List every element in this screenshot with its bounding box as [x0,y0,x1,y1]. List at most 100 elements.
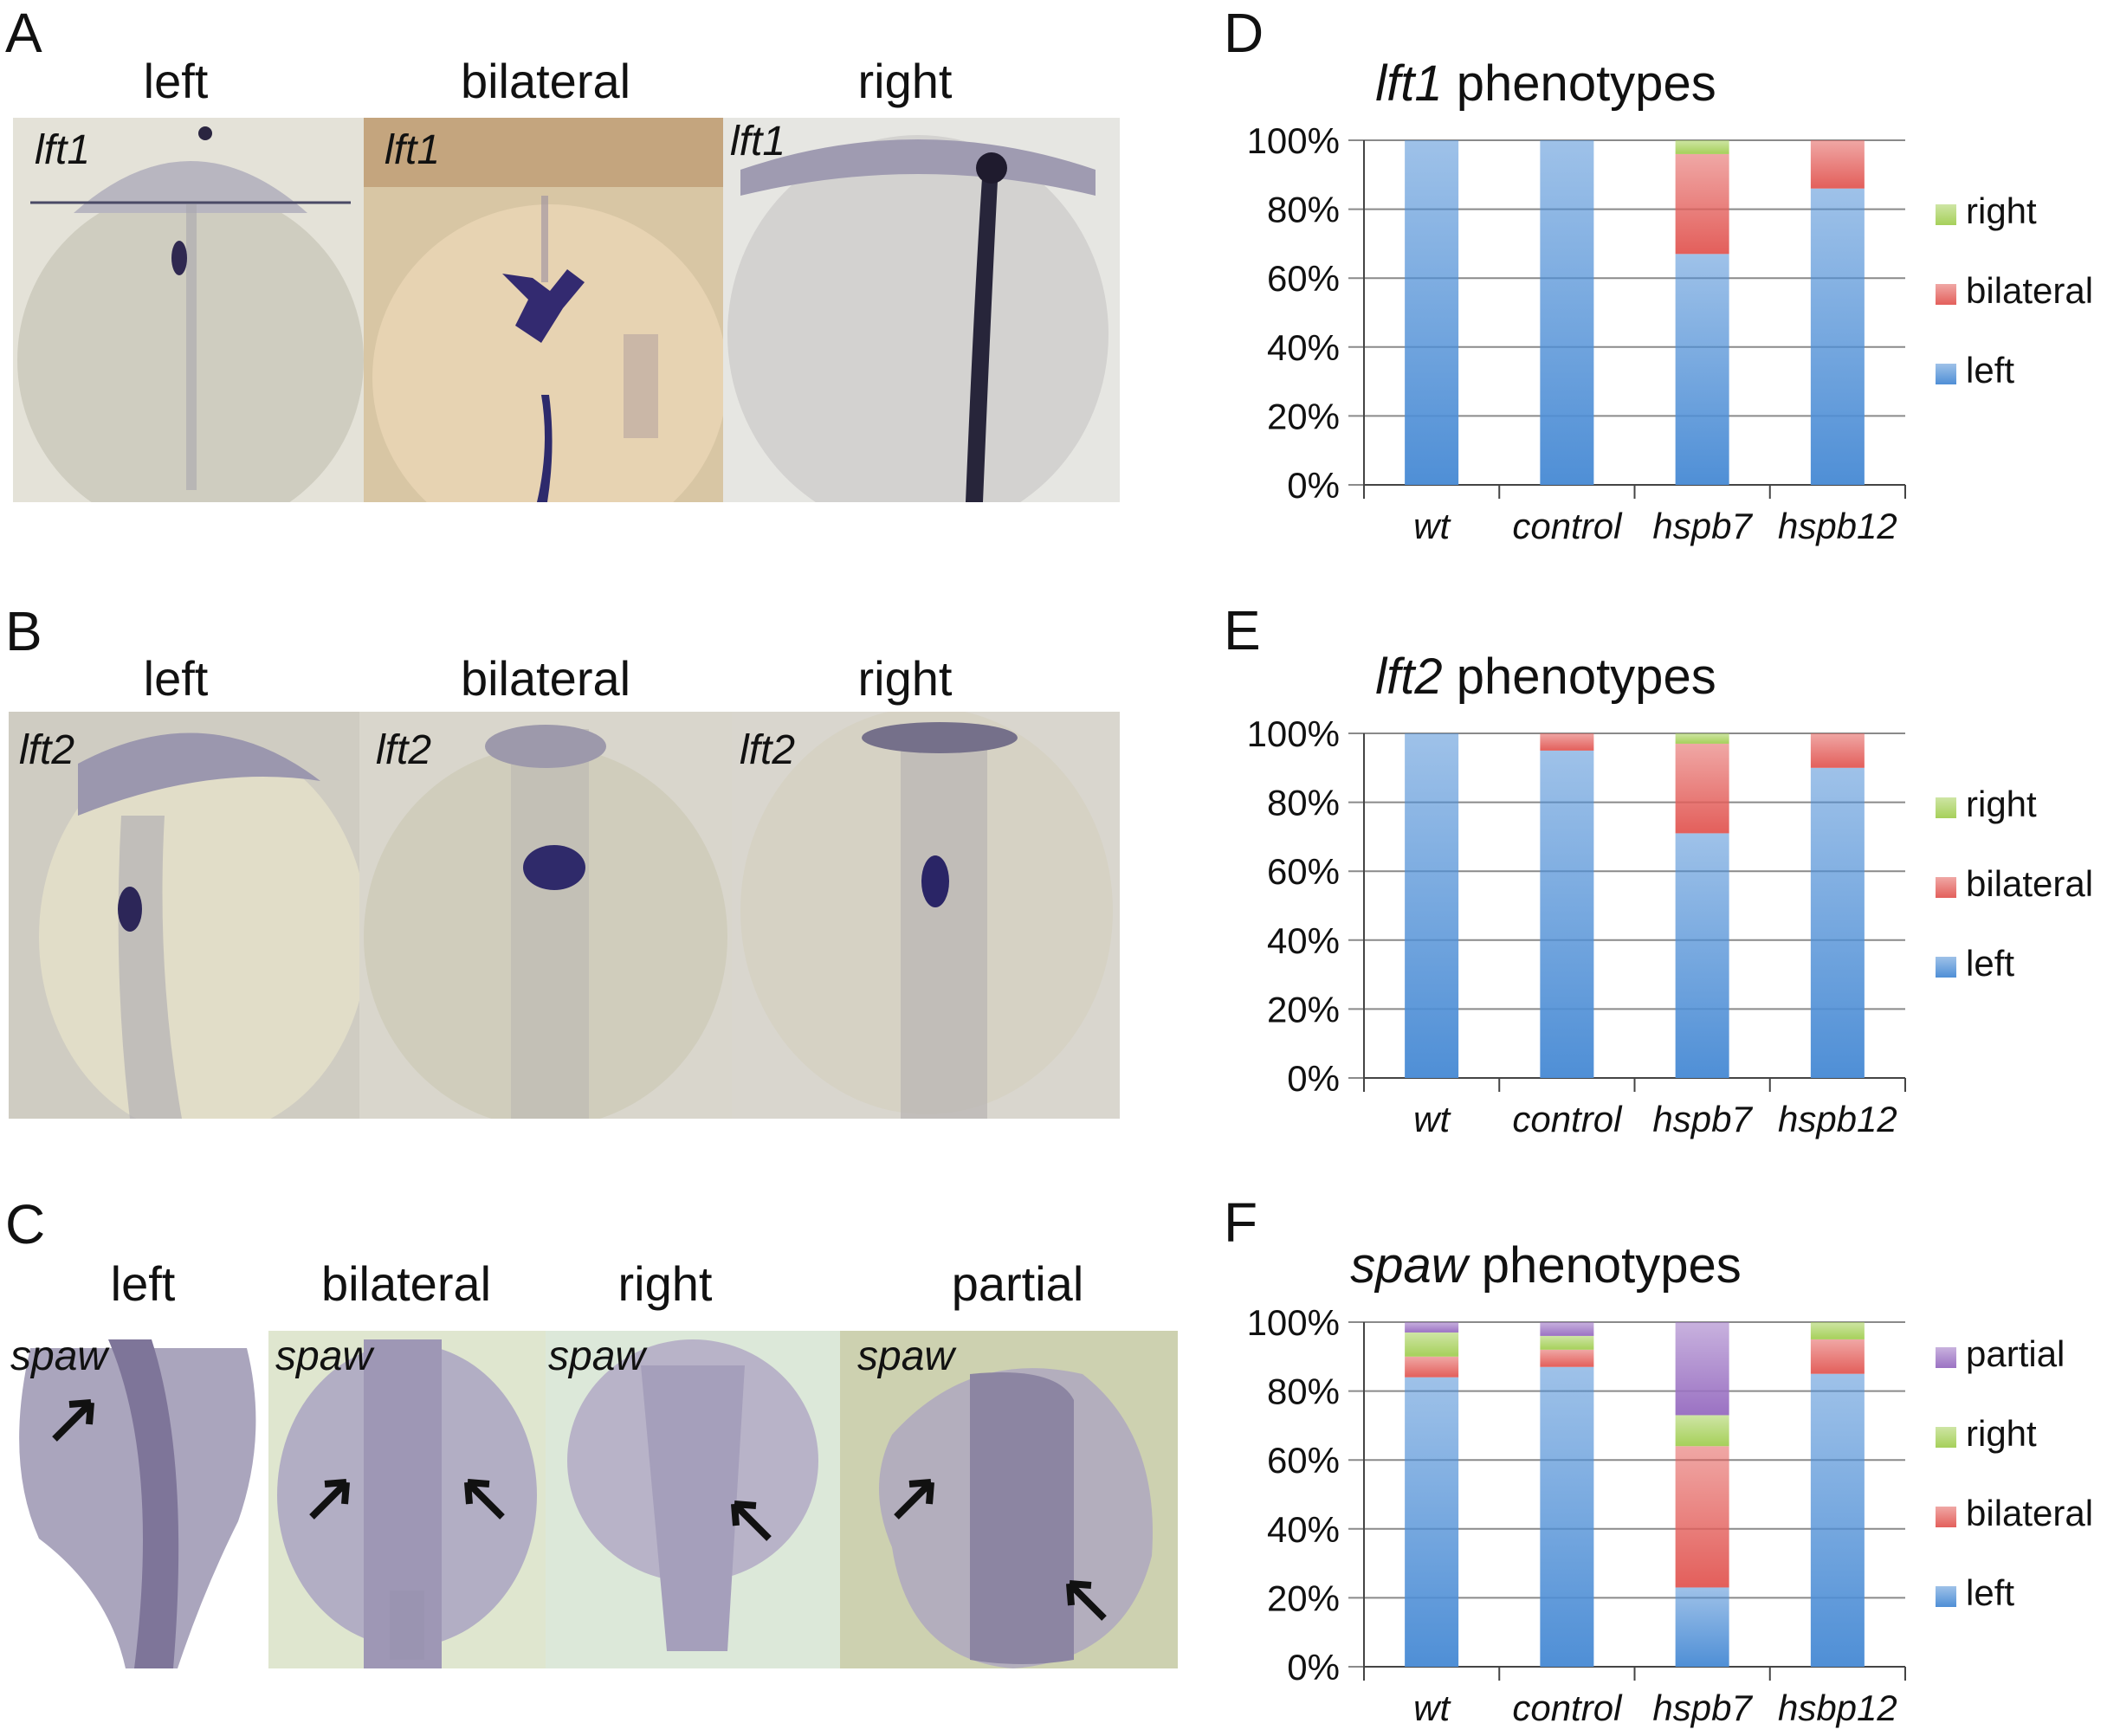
legend-swatch-bilateral [1936,877,1956,898]
legend-label-right: right [1966,190,2037,231]
bar-segment-bilateral [1405,1356,1459,1378]
bar-segment-bilateral [1540,1349,1594,1367]
bar-segment-bilateral [1675,743,1729,834]
chart-spaw-phenotypes: spaw phenotypes 0% 20% 40% 60% 80% 100% wt cont… [1212,1234,2113,1736]
bar-segment-left [1540,140,1594,485]
bar-segment-right [1810,1322,1865,1339]
legend-label-left: left [1966,350,2014,390]
y-tick-label: 80% [1267,190,1340,230]
bar-segment-right [1540,1335,1594,1350]
bar-segment-left [1540,1366,1594,1667]
y-tick-label: 40% [1267,920,1340,961]
legend-label-bilateral: bilateral [1966,863,2093,904]
x-tick-label: hspb12 [1778,1099,1897,1139]
legend-swatch-right [1936,1427,1956,1448]
gene-tag-a-left: lft1 [35,127,91,173]
legend-swatch-left [1936,957,1956,978]
bar-segment-partial [1675,1322,1729,1416]
embryo-image-b-left [9,712,359,1119]
legend-swatch-left [1936,1586,1956,1607]
bar-segment-right [1405,1332,1459,1357]
panel-a-label-bilateral: bilateral [460,54,631,108]
bar-segment-left [1675,833,1729,1078]
chart-title: lft1 phenotypes [1212,59,1879,109]
bar-segment-left [1405,140,1459,485]
y-tick-label: 60% [1267,1440,1340,1481]
panel-letter-e: E [1224,599,1261,661]
panel-letter-c: C [5,1193,46,1255]
bar-segment-bilateral [1540,733,1594,751]
legend-swatch-partial [1936,1347,1956,1368]
legend-label-partial: partial [1966,1333,2065,1374]
x-tick-label: control [1512,1099,1623,1139]
embryo-image-a-bilateral [364,118,723,502]
bar-segment-bilateral [1675,153,1729,255]
gene-tag-c-bilateral: spaw [275,1333,373,1379]
x-tick-label: hspb12 [1778,506,1897,546]
x-tick-label: wt [1413,506,1451,546]
y-tick-label: 0% [1287,1058,1340,1099]
y-tick-label: 100% [1247,120,1340,161]
gene-tag-c-right: spaw [548,1333,646,1379]
gene-tag-b-right: lft2 [740,727,796,773]
legend-label-right: right [1966,1413,2037,1454]
chart-title-rest: phenotypes [1442,649,1716,705]
embryo-image-c-partial [840,1331,1178,1668]
y-tick-label: 60% [1267,851,1340,892]
bar-segment-left [1675,254,1729,485]
panel-b-label-left: left [143,651,209,706]
y-tick-label: 80% [1267,783,1340,823]
bar-segment-left [1405,1377,1459,1667]
bar-segment-bilateral [1810,140,1865,189]
chart-svg: 0% 20% 40% 60% 80% 100% wt control hspb7 hspb12 ri… [1247,713,2094,1139]
embryo-image-b-bilateral [359,712,732,1119]
gene-tag-c-partial: spaw [857,1333,955,1379]
bar-segment-bilateral [1810,1339,1865,1374]
legend-swatch-bilateral [1936,1507,1956,1527]
bar-segment-right [1675,1415,1729,1447]
y-tick-label: 20% [1267,1578,1340,1618]
gene-tag-b-bilateral: lft2 [376,727,432,773]
chart-title-gene: lft2 [1375,649,1443,705]
y-tick-label: 60% [1267,258,1340,299]
y-tick-label: 40% [1267,1509,1340,1550]
embryo-image-a-right [723,118,1120,502]
gene-tag-a-bilateral: lft1 [385,127,441,173]
chart-title: spaw phenotypes [1212,1241,1879,1291]
bar-segment-right [1675,140,1729,154]
y-tick-label: 100% [1247,713,1340,754]
panel-b-label-bilateral: bilateral [460,651,631,706]
panel-letter-b: B [5,600,42,662]
legend-label-bilateral: bilateral [1966,270,2093,311]
bar-segment-left [1810,188,1865,485]
embryo-image-c-left [4,1331,268,1668]
x-tick-label: wt [1413,1099,1451,1139]
y-tick-label: 20% [1267,396,1340,436]
bar-segment-partial [1540,1322,1594,1336]
bar-segment-left [1540,750,1594,1078]
x-tick-label: wt [1413,1688,1451,1728]
x-tick-label: hsbp12 [1778,1688,1897,1728]
bar-segment-bilateral [1810,733,1865,768]
chart-title: lft2 phenotypes [1212,652,1879,702]
chart-svg: 0% 20% 40% 60% 80% 100% wt control hspb7 hsbp12 pa… [1247,1302,2094,1728]
panel-c-label-right: right [617,1256,713,1311]
chart-svg: 0% 20% 40% 60% 80% 100% wt control hspb7 hspb12 ri… [1247,120,2094,546]
panel-c-label-left: left [110,1256,176,1311]
gene-tag-c-left: spaw [10,1333,108,1379]
bar-segment-left [1405,733,1459,1078]
y-tick-label: 40% [1267,327,1340,368]
x-tick-label: hspb7 [1652,1099,1753,1139]
y-tick-label: 20% [1267,989,1340,1029]
legend-label-right: right [1966,784,2037,824]
x-tick-label: control [1512,1688,1623,1728]
y-tick-label: 100% [1247,1302,1340,1343]
legend-label-left: left [1966,1572,2014,1613]
chart-lft1-phenotypes: lft1 phenotypes 0% 20% 40% 60% 80% 100% wt cont… [1212,52,2113,571]
panel-letter-a: A [5,2,42,64]
panel-letter-d: D [1224,2,1264,64]
chart-title-gene: lft1 [1375,55,1443,112]
legend-swatch-right [1936,797,1956,818]
legend-label-bilateral: bilateral [1966,1493,2093,1533]
panel-a-label-left: left [143,54,209,108]
